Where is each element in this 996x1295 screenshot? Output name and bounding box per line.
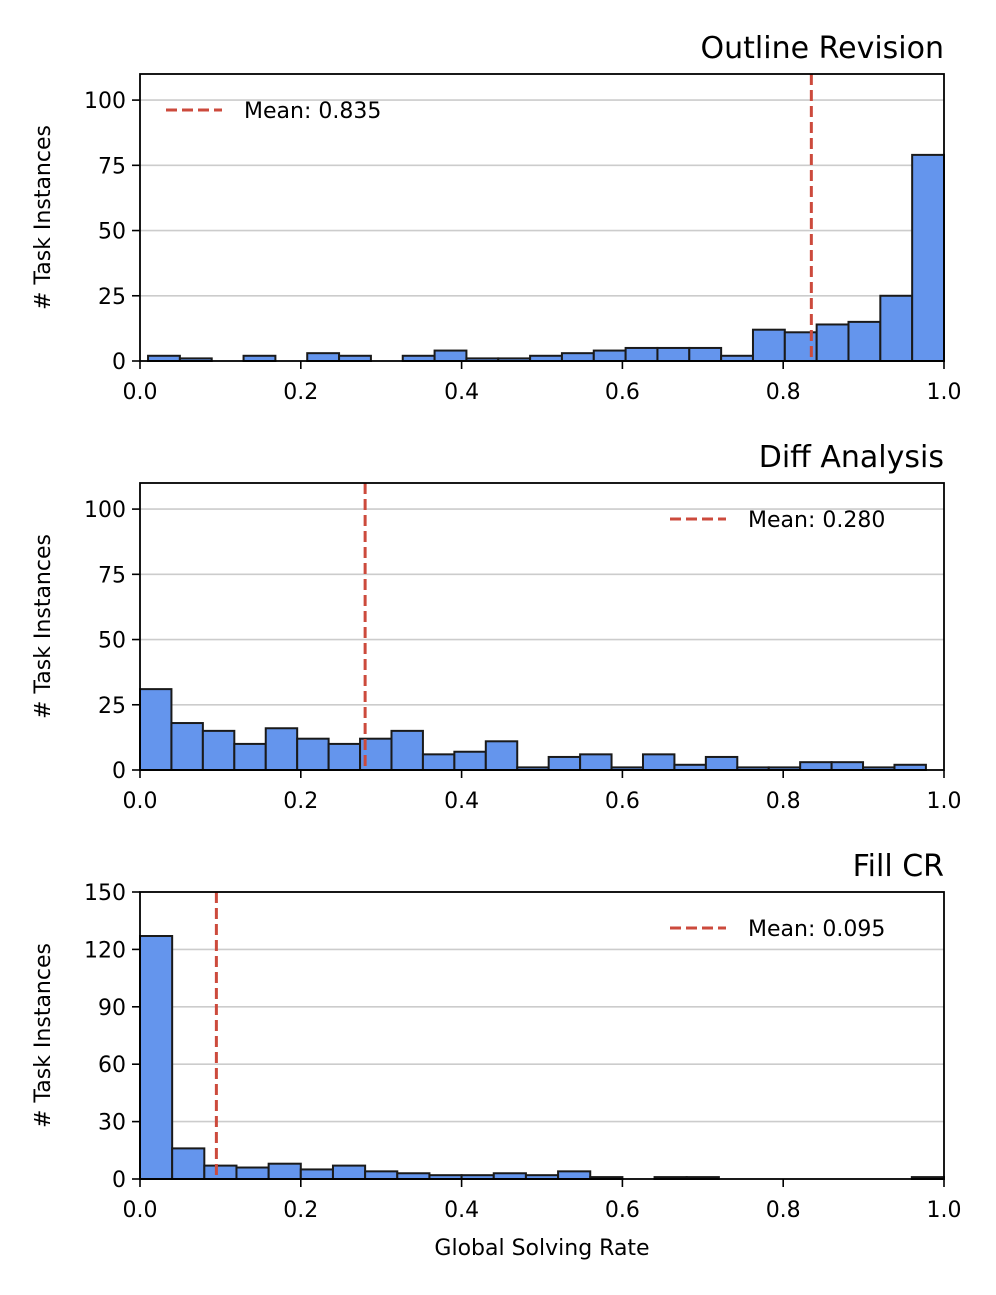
histogram-bar bbox=[815, 323, 850, 362]
y-tick-label: 0 bbox=[112, 759, 126, 784]
axes-frame bbox=[139, 891, 945, 1180]
y-tick-label: 50 bbox=[98, 220, 126, 245]
histogram-bar bbox=[201, 729, 236, 772]
histogram-bar bbox=[170, 722, 204, 772]
legend-label: Mean: 0.095 bbox=[748, 917, 885, 942]
x-tick-label: 0.4 bbox=[444, 1198, 479, 1223]
histogram-bar bbox=[203, 1164, 238, 1181]
subplot-1: 0.0 0.2 0.4 0.6 0.8 1.0 0 25 50 75 100 Outline Revi… bbox=[31, 31, 962, 405]
histogram-bar bbox=[421, 753, 456, 772]
histogram-bar bbox=[267, 1162, 302, 1181]
x-tick-label: 0.2 bbox=[283, 380, 318, 405]
x-tick-label: 0.2 bbox=[283, 1198, 318, 1223]
histogram-bar bbox=[592, 349, 627, 362]
histogram-bar bbox=[484, 740, 519, 771]
y-tick-label: 30 bbox=[98, 1111, 126, 1136]
y-tick-label: 100 bbox=[84, 498, 126, 523]
y-axis-label: # Task Instances bbox=[31, 125, 56, 310]
histogram-bar bbox=[171, 1147, 206, 1181]
x-tick-label: 0.0 bbox=[123, 789, 158, 814]
histogram-bar bbox=[557, 1170, 592, 1181]
histogram-bar bbox=[331, 1164, 367, 1181]
histogram-bar bbox=[327, 742, 362, 772]
y-tick-label: 150 bbox=[84, 881, 126, 906]
histogram-bar bbox=[656, 346, 691, 363]
histogram-bar bbox=[624, 346, 659, 363]
histogram-bar bbox=[296, 737, 330, 772]
y-tick-label: 75 bbox=[98, 154, 126, 179]
y-tick-label: 75 bbox=[98, 563, 126, 588]
histogram-bar bbox=[139, 688, 173, 771]
y-tick-label: 100 bbox=[84, 89, 126, 114]
x-tick-label: 0.8 bbox=[766, 789, 801, 814]
histogram-bar bbox=[879, 294, 914, 363]
histogram-bar bbox=[233, 742, 267, 772]
x-tick-label: 1.0 bbox=[927, 789, 962, 814]
x-tick-label: 1.0 bbox=[927, 1198, 962, 1223]
histogram-bar bbox=[641, 753, 676, 772]
y-tick-label: 0 bbox=[112, 1168, 126, 1193]
x-tick-label: 1.0 bbox=[927, 380, 962, 405]
subplot-2: 0.0 0.2 0.4 0.6 0.8 1.0 0 25 50 75 100 Diff Analysi… bbox=[31, 440, 962, 814]
histogram-bar bbox=[704, 755, 739, 771]
subplot-title: Diff Analysis bbox=[759, 440, 944, 475]
x-tick-label: 0.8 bbox=[766, 380, 801, 405]
x-tick-label: 0.0 bbox=[123, 1198, 158, 1223]
x-tick-label: 0.6 bbox=[605, 380, 640, 405]
subplot-3: 0.0 0.2 0.4 0.6 0.8 1.0 0 30 60 90 120 150 Fill CR # … bbox=[31, 849, 962, 1261]
x-tick-label: 0.4 bbox=[444, 789, 479, 814]
histogram-bar bbox=[139, 935, 174, 1180]
histogram-bar bbox=[390, 729, 424, 772]
histogram-bar bbox=[688, 346, 723, 363]
y-axis-label: # Task Instances bbox=[31, 943, 56, 1128]
x-axis-label: Global Solving Rate bbox=[434, 1236, 649, 1261]
axes-frame bbox=[139, 73, 945, 362]
y-tick-label: 120 bbox=[84, 938, 126, 963]
x-tick-label: 0.0 bbox=[123, 380, 158, 405]
histogram-bar bbox=[364, 1170, 399, 1181]
legend-label: Mean: 0.835 bbox=[244, 99, 381, 124]
x-tick-label: 0.6 bbox=[605, 1198, 640, 1223]
y-tick-label: 90 bbox=[98, 996, 126, 1021]
x-tick-label: 0.4 bbox=[444, 380, 479, 405]
y-tick-label: 60 bbox=[98, 1053, 126, 1078]
histogram-bar bbox=[799, 761, 833, 772]
y-tick-label: 25 bbox=[98, 694, 126, 719]
histogram-bar bbox=[911, 153, 946, 362]
histogram-bar bbox=[560, 352, 595, 363]
x-tick-label: 0.8 bbox=[766, 1198, 801, 1223]
subplot-title: Fill CR bbox=[853, 849, 944, 884]
y-tick-label: 25 bbox=[98, 285, 126, 310]
histogram-bar bbox=[306, 352, 341, 363]
histogram-bar bbox=[299, 1168, 334, 1181]
histogram-bar bbox=[264, 727, 299, 771]
histogram-bar bbox=[847, 320, 882, 363]
y-tick-label: 50 bbox=[98, 629, 126, 654]
x-tick-label: 0.2 bbox=[283, 789, 318, 814]
y-tick-label: 0 bbox=[112, 350, 126, 375]
x-tick-label: 0.6 bbox=[605, 789, 640, 814]
histogram-bar bbox=[453, 750, 487, 772]
histogram-bar bbox=[830, 761, 865, 772]
histogram-bar bbox=[547, 755, 582, 771]
subplot-title: Outline Revision bbox=[701, 31, 944, 66]
axes-frame bbox=[139, 482, 945, 771]
histogram-bar bbox=[235, 1166, 270, 1181]
y-axis-label: # Task Instances bbox=[31, 534, 56, 719]
histogram-bar bbox=[433, 349, 468, 362]
histogram-bar bbox=[751, 328, 786, 363]
legend-label: Mean: 0.280 bbox=[748, 508, 885, 533]
histogram-bar bbox=[579, 753, 613, 772]
